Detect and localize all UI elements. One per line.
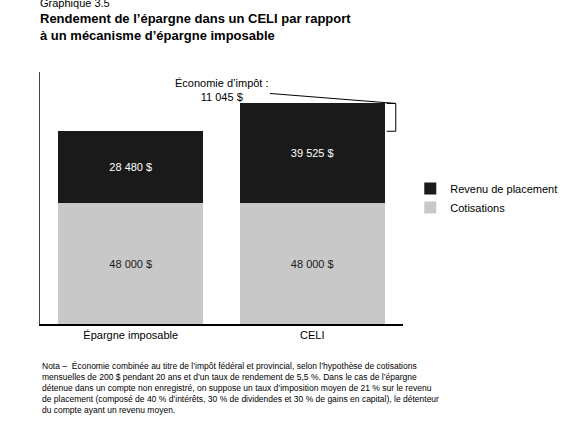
svg-text:28 480 $: 28 480 $	[109, 161, 152, 173]
svg-text:Revenu de placement: Revenu de placement	[450, 183, 557, 195]
svg-text:Cotisations: Cotisations	[450, 202, 505, 214]
svg-text:CELI: CELI	[300, 329, 324, 341]
svg-text:Économie d’impôt :11 045 $: Économie d’impôt :11 045 $	[175, 77, 269, 103]
svg-text:48 000 $: 48 000 $	[109, 258, 152, 270]
svg-text:48 000 $: 48 000 $	[291, 258, 334, 270]
svg-text:Nota – Économie combinée au t: Nota – Économie combinée au titre de l’i…	[42, 361, 439, 415]
svg-text:39 525 $: 39 525 $	[291, 147, 334, 159]
svg-text:Épargne imposable: Épargne imposable	[83, 329, 178, 341]
svg-text:Graphique 3.5Rendement de l’ép: Graphique 3.5Rendement de l’épargne dans…	[40, 0, 351, 43]
